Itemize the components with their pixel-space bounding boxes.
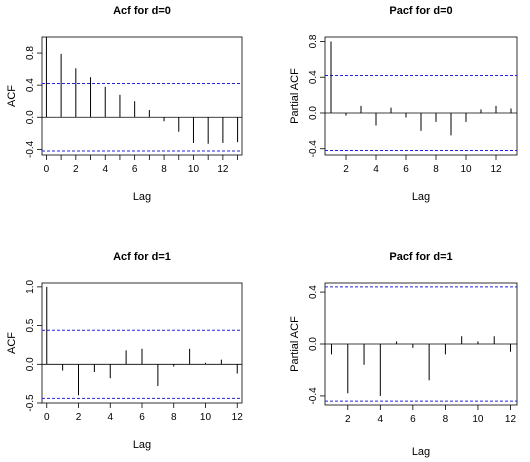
x-tick-label: 10 [460,164,472,175]
x-tick-label: 4 [378,414,384,425]
x-axis-label: Lag [133,191,151,203]
y-tick-label: 0.4 [25,78,36,92]
x-tick-label: 10 [200,412,212,423]
x-tick-label: 4 [107,412,113,423]
y-axis-label: Partial ACF [289,316,301,372]
y-tick-label: 0.0 [25,110,36,124]
x-tick-label: 4 [102,164,108,175]
x-tick-label: 2 [76,412,82,423]
x-tick-label: 10 [472,414,484,425]
x-tick-label: 2 [73,164,79,175]
y-axis-label: ACF [6,85,18,107]
x-tick-label: 12 [217,164,229,175]
x-tick-label: 6 [403,164,409,175]
panel-title: Acf for d=0 [113,5,171,17]
y-axis-label: ACF [6,332,18,354]
x-tick-label: 8 [161,164,167,175]
panel-title: Pacf for d=0 [389,5,452,17]
plot-frame [41,282,243,404]
y-tick-label: 0.8 [308,34,319,48]
y-tick-label: 0.0 [25,357,36,371]
x-tick-label: 2 [343,164,349,175]
x-axis-label: Lag [412,191,430,203]
x-tick-label: 4 [373,164,379,175]
panel-3: Acf for d=1 0 2 4 6 8 10 12 -0.5 0.0 0.5 1.0 Lag ACF [6,251,243,451]
x-tick-label: 12 [490,164,502,175]
x-tick-label: 8 [433,164,439,175]
x-tick-label: 8 [171,412,177,423]
x-tick-label: 6 [139,412,145,423]
plot-frame [41,36,243,156]
x-tick-label: 6 [410,414,416,425]
x-tick-label: 0 [44,412,50,423]
x-tick-label: 10 [188,164,200,175]
x-tick-label: 8 [443,414,449,425]
y-axis-label: Partial ACF [289,68,301,124]
x-tick-label: 12 [232,412,244,423]
panel-title: Pacf for d=1 [389,251,452,263]
y-tick-label: -0.5 [25,394,36,412]
x-axis-label: Lag [412,446,430,458]
y-tick-label: 0.4 [308,285,319,299]
x-tick-label: 2 [345,414,351,425]
y-tick-label: 1.0 [25,279,36,293]
x-tick-label: 12 [505,414,517,425]
y-tick-label: -0.4 [308,140,319,158]
y-tick-label: 0.4 [308,70,319,84]
x-axis-label: Lag [133,439,151,451]
x-tick-label: 6 [132,164,138,175]
y-tick-label: -0.4 [308,387,319,405]
panel-title: Acf for d=1 [113,251,171,263]
y-tick-label: 0.0 [308,337,319,351]
y-tick-label: 0.5 [25,318,36,332]
y-tick-label: 0.8 [25,46,36,60]
panel-1: Acf for d=0 0 2 4 6 8 10 12 -0.4 0.0 0.4 0.8 Lag ACF [6,5,243,203]
panel-2: Pacf for d=0 2 4 6 8 10 12 -0.4 0.0 0.4 0.8 Lag Part… [289,5,518,203]
x-tick-label: 0 [44,164,50,175]
y-tick-label: -0.4 [25,140,36,158]
plot-frame [324,36,518,156]
panel-4: Pacf for d=1 2 4 6 8 10 12 -0.4 0.0 0.4 Lag Partial… [289,251,518,458]
y-tick-label: 0.0 [308,106,319,120]
